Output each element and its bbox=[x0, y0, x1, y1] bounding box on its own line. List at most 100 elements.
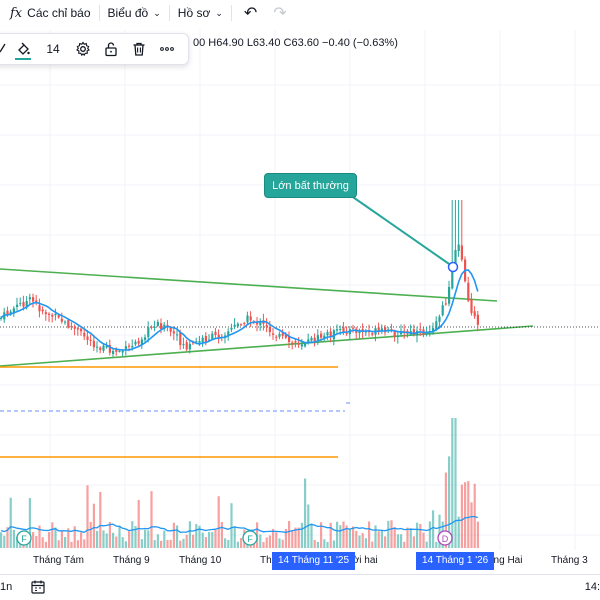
volume-bar bbox=[73, 526, 76, 548]
candle bbox=[83, 328, 86, 340]
dividend-marker[interactable]: D bbox=[437, 530, 453, 546]
volume-bar bbox=[272, 528, 275, 548]
profile-menu-button[interactable]: Hồ sơ ⌄ bbox=[172, 0, 229, 26]
earnings-marker-2[interactable]: F bbox=[242, 530, 258, 546]
candle bbox=[336, 324, 339, 335]
fill-color-button[interactable] bbox=[9, 35, 37, 63]
candle bbox=[438, 314, 441, 329]
volume-bar bbox=[108, 522, 111, 548]
candle bbox=[377, 322, 380, 335]
interval-button[interactable]: 1n bbox=[0, 581, 13, 593]
candle bbox=[163, 321, 166, 332]
pencil-icon[interactable] bbox=[0, 40, 6, 56]
candle bbox=[64, 320, 67, 325]
redo-icon: ↷ bbox=[273, 5, 287, 22]
volume-bar bbox=[137, 499, 140, 548]
volume-bar bbox=[473, 483, 476, 548]
volume-bar bbox=[454, 418, 457, 548]
candle bbox=[16, 297, 19, 311]
candle bbox=[70, 322, 73, 330]
volume-bar bbox=[332, 540, 335, 548]
volume-bar bbox=[144, 529, 147, 548]
volume-bar bbox=[92, 503, 95, 548]
calendar-icon[interactable] bbox=[30, 579, 46, 595]
candle bbox=[448, 280, 451, 307]
volume-bar bbox=[230, 503, 233, 548]
volume-bar bbox=[310, 523, 313, 548]
candle bbox=[32, 293, 35, 308]
volume-bar bbox=[115, 536, 118, 548]
callout-label[interactable]: Lớn bất thường bbox=[264, 173, 357, 198]
volume-bar bbox=[233, 526, 236, 548]
volume-bar bbox=[44, 541, 47, 548]
candle bbox=[451, 200, 454, 290]
chart-menu-button[interactable]: Biểu đồ ⌄ bbox=[102, 0, 167, 26]
profile-menu-label: Hồ sơ bbox=[177, 6, 211, 20]
indicators-button[interactable]: fx Các chỉ báo bbox=[0, 0, 97, 26]
candle bbox=[432, 322, 435, 335]
candle bbox=[44, 309, 47, 321]
candle bbox=[457, 200, 460, 257]
volume-bar bbox=[470, 502, 473, 548]
volume-bar bbox=[134, 526, 137, 548]
candle bbox=[304, 342, 307, 348]
trendline-upper[interactable] bbox=[0, 268, 498, 302]
redo-button[interactable]: ↷ bbox=[267, 0, 292, 26]
clock-readout: 14: bbox=[584, 581, 600, 593]
line-width-button[interactable]: 14 bbox=[37, 35, 69, 63]
volume-bar bbox=[51, 522, 54, 548]
chart-menu-label: Biểu đồ bbox=[107, 6, 149, 20]
volume-bar bbox=[342, 521, 345, 548]
volume-bar bbox=[294, 527, 297, 548]
volume-bar bbox=[80, 532, 83, 548]
volume-bar bbox=[201, 532, 204, 548]
range-start-badge[interactable]: 14 Tháng 11 '25 bbox=[272, 552, 356, 570]
candle bbox=[73, 324, 76, 336]
volume-bar bbox=[377, 531, 380, 548]
candle bbox=[147, 321, 150, 343]
volume-bar bbox=[169, 539, 172, 548]
candle bbox=[236, 322, 239, 328]
volume-bar bbox=[464, 482, 467, 548]
volume-bar bbox=[371, 541, 374, 548]
trendline-lower[interactable] bbox=[0, 325, 534, 367]
candle bbox=[297, 337, 300, 348]
volume-bar bbox=[387, 520, 390, 548]
volume-bar bbox=[0, 532, 3, 548]
volume-bar bbox=[412, 536, 415, 548]
volume-bar bbox=[182, 538, 185, 548]
volume-bar bbox=[326, 541, 329, 548]
volume-bar bbox=[435, 541, 438, 548]
volume-bar bbox=[406, 527, 409, 548]
ohlc-readout: 00 H64.90 L63.40 C63.60 −0.40 (−0.63%) bbox=[193, 37, 398, 49]
earnings-marker-1[interactable]: F bbox=[16, 530, 32, 546]
undo-button[interactable]: ↶ bbox=[234, 0, 267, 26]
volume-bar bbox=[3, 535, 6, 548]
volume-bar bbox=[364, 538, 367, 548]
candle bbox=[217, 329, 220, 344]
chart-grid bbox=[0, 30, 600, 550]
candle bbox=[35, 294, 38, 306]
range-end-badge[interactable]: 14 Tháng 1 '26 bbox=[416, 552, 495, 570]
volume-bar bbox=[476, 521, 479, 548]
lock-button[interactable] bbox=[97, 35, 125, 63]
candle bbox=[313, 333, 316, 347]
date-label: Tháng Tám bbox=[33, 555, 84, 566]
candle bbox=[188, 339, 191, 354]
more-button[interactable] bbox=[153, 35, 181, 63]
settings-button[interactable] bbox=[69, 35, 97, 63]
volume-bar bbox=[345, 525, 348, 548]
volume-bar bbox=[425, 541, 428, 548]
callout-anchor[interactable] bbox=[447, 261, 459, 273]
line-width-value: 14 bbox=[46, 42, 60, 56]
volume-bar bbox=[236, 541, 239, 548]
candle bbox=[278, 331, 281, 340]
date-label: ười hai bbox=[346, 555, 378, 566]
volume-bar bbox=[374, 525, 377, 548]
chevron-down-icon: ⌄ bbox=[215, 7, 223, 18]
delete-button[interactable] bbox=[125, 35, 153, 63]
volume-bar bbox=[6, 527, 9, 548]
volume-bar bbox=[448, 456, 451, 548]
candle bbox=[329, 328, 332, 343]
